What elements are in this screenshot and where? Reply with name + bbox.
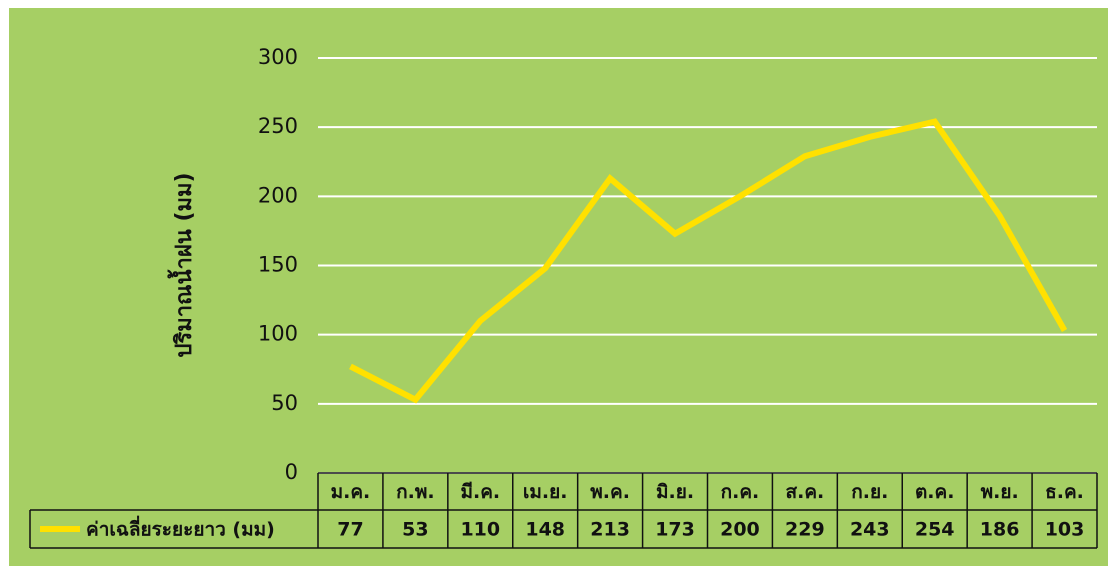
table-value: 200 <box>720 519 760 541</box>
table-value: 77 <box>337 519 363 541</box>
y-tick-label: 200 <box>258 183 298 207</box>
x-tick-label: มี.ค. <box>460 481 500 503</box>
x-tick-label: ต.ค. <box>915 481 954 503</box>
table-value: 213 <box>590 519 630 541</box>
x-tick-label: พ.ย. <box>981 481 1019 503</box>
legend-label: ค่าเฉลี่ยระยะยาว (มม) <box>86 516 275 541</box>
table-value: 173 <box>655 519 695 541</box>
x-tick-label: ส.ค. <box>786 481 825 503</box>
table-value: 148 <box>525 519 565 541</box>
table-value: 243 <box>850 519 890 541</box>
x-tick-label: มิ.ย. <box>656 481 694 503</box>
y-tick-label: 50 <box>271 391 298 415</box>
table-value: 186 <box>980 519 1020 541</box>
table-value: 254 <box>915 519 955 541</box>
y-tick-label: 0 <box>285 460 298 484</box>
x-tick-label: เม.ย. <box>523 481 568 503</box>
table-value: 229 <box>785 519 825 541</box>
table-value: 103 <box>1045 519 1085 541</box>
y-tick-label: 150 <box>258 253 298 277</box>
x-tick-label: ก.พ. <box>396 481 434 503</box>
x-tick-label: ก.ย. <box>851 481 888 503</box>
table-value: 53 <box>402 519 428 541</box>
x-tick-label: ธ.ค. <box>1045 481 1084 503</box>
y-tick-label: 100 <box>258 322 298 346</box>
x-tick-label: ก.ค. <box>721 481 760 503</box>
table-value: 110 <box>460 519 500 541</box>
x-tick-label: ม.ค. <box>331 481 371 503</box>
y-axis-label: ปริมาณน้ำฝน (มม) <box>167 172 197 357</box>
x-tick-label: พ.ค. <box>590 481 630 503</box>
line-series <box>349 118 1068 404</box>
y-tick-label: 250 <box>258 114 298 138</box>
y-tick-label: 300 <box>258 45 298 69</box>
